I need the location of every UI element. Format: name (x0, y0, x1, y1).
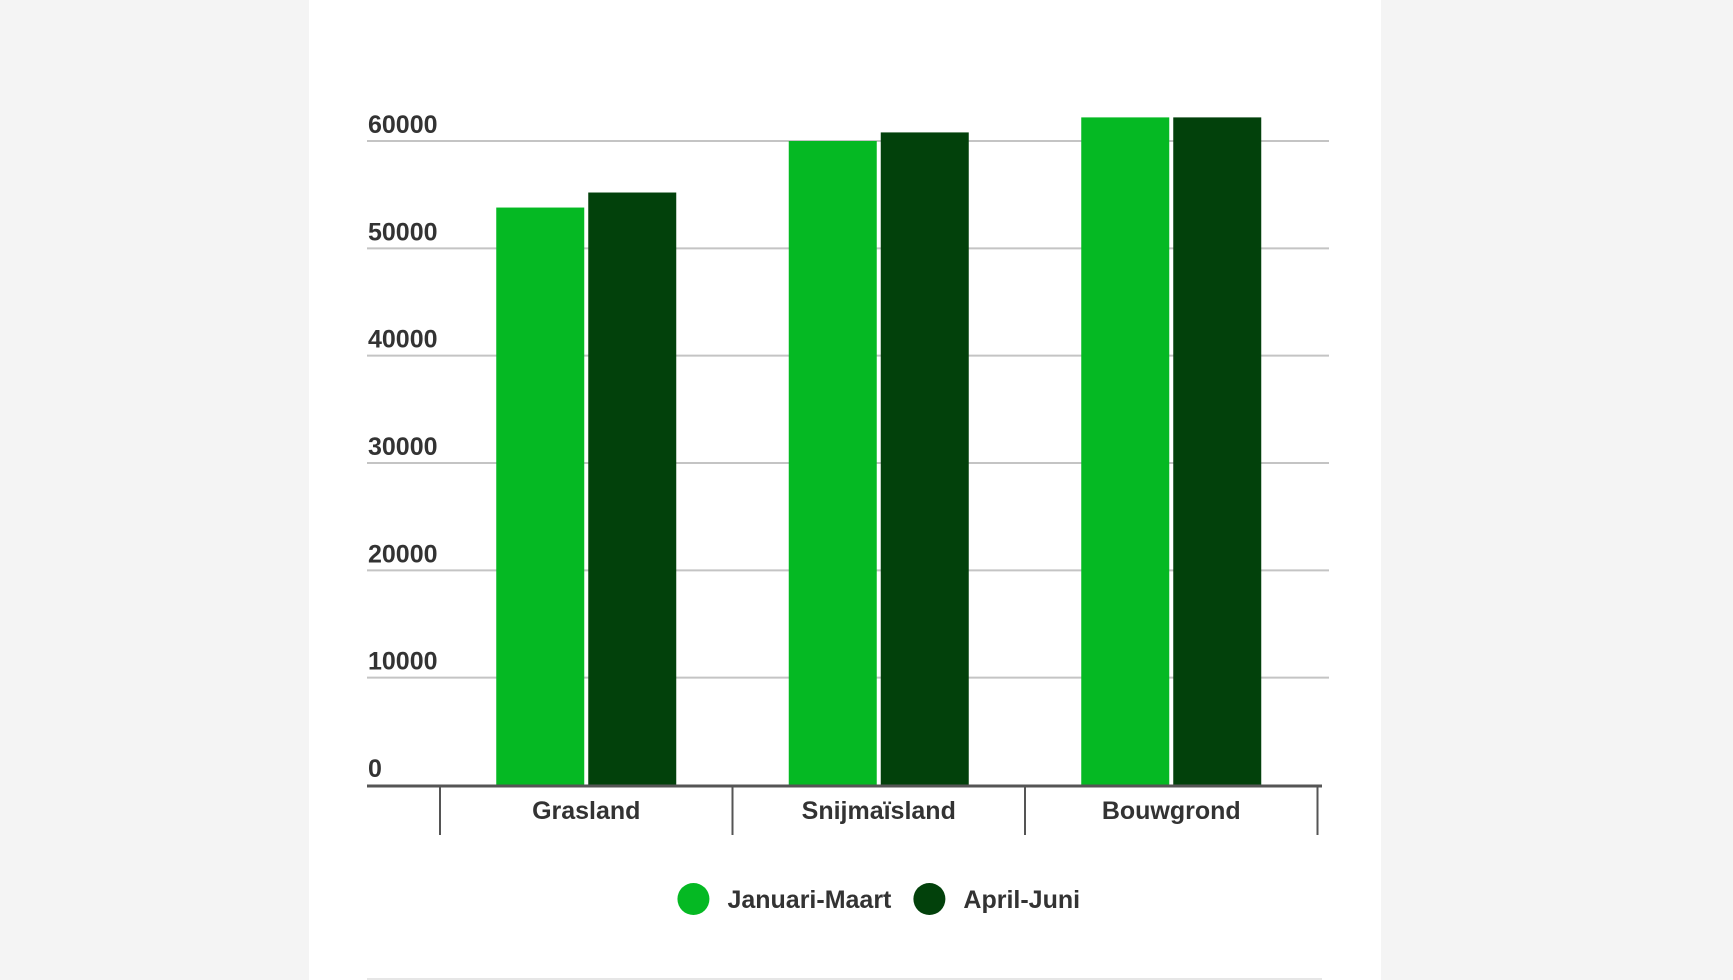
y-tick-label: 20000 (368, 540, 438, 568)
legend: Januari-Maart April-Juni (677, 883, 1080, 915)
bar (496, 207, 585, 786)
x-category-label: Bouwgrond (1102, 797, 1241, 825)
bar-chart: 0 10000 20000 30000 40000 50000 60000 Grasland… (367, 111, 1329, 980)
bar (1081, 117, 1170, 786)
bar (788, 141, 877, 785)
x-axis (367, 784, 1322, 835)
chart-card: 0 10000 20000 30000 40000 50000 60000 Grasland… (309, 0, 1381, 980)
bar (880, 132, 969, 785)
x-category-label: Grasland (532, 797, 640, 825)
y-tick-label: 50000 (368, 218, 438, 246)
y-tick-label: 30000 (368, 433, 438, 461)
legend-label: April-Juni (963, 886, 1080, 914)
legend-swatch (677, 883, 710, 915)
y-tick-label: 40000 (368, 326, 438, 354)
bars (496, 117, 1262, 786)
bar (1173, 117, 1262, 786)
y-tick-label: 60000 (368, 111, 438, 139)
y-tick-label: 0 (368, 755, 382, 783)
x-category-label: Snijmaïsland (802, 797, 956, 825)
x-axis-categories: Grasland Snijmaïsland Bouwgrond (532, 797, 1241, 825)
bar (588, 192, 677, 785)
legend-swatch (913, 883, 946, 915)
legend-label: Januari-Maart (727, 886, 892, 914)
y-tick-label: 10000 (368, 648, 438, 676)
y-axis-ticks: 0 10000 20000 30000 40000 50000 60000 (368, 111, 438, 783)
